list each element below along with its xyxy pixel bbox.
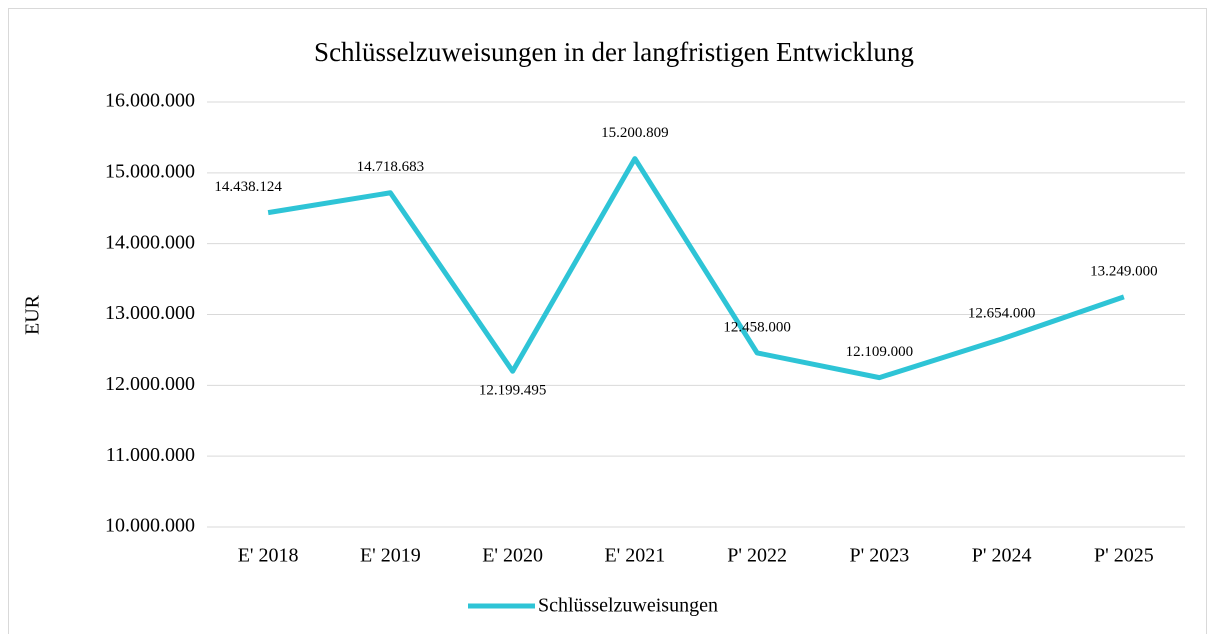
data-label: 15.200.809 — [601, 125, 669, 141]
y-tick-label: 11.000.000 — [106, 444, 195, 466]
x-tick-label: E' 2021 — [604, 545, 665, 567]
legend-label: Schlüsselzuweisungen — [538, 595, 718, 617]
data-label: 12.199.495 — [479, 383, 547, 399]
x-tick-label: P' 2022 — [727, 545, 787, 567]
y-tick-label: 12.000.000 — [105, 373, 195, 395]
x-tick-label: P' 2024 — [972, 545, 1032, 567]
x-tick-label: E' 2019 — [360, 545, 421, 567]
y-tick-label: 13.000.000 — [105, 302, 195, 324]
chart-title: Schlüsselzuweisungen in der langfristige… — [314, 37, 914, 67]
line — [267, 156, 1125, 381]
x-tick-label: E' 2018 — [238, 545, 299, 567]
y-tick-label: 15.000.000 — [105, 160, 195, 182]
data-label: 14.438.124 — [214, 179, 282, 195]
data-label: 12.654.000 — [968, 305, 1036, 321]
y-tick-label: 16.000.000 — [105, 90, 195, 112]
data-label: 13.249.000 — [1090, 263, 1158, 279]
x-tick-label: P' 2023 — [850, 545, 910, 567]
y-axis-label: EUR — [22, 294, 44, 335]
data-label: 14.718.683 — [357, 159, 425, 175]
y-tick-label: 10.000.000 — [105, 515, 195, 537]
x-tick-label: P' 2025 — [1094, 545, 1154, 567]
chart-border — [8, 8, 1207, 634]
x-tick-label: E' 2020 — [482, 545, 543, 567]
y-tick-label: 14.000.000 — [105, 231, 195, 253]
data-label: 12.458.000 — [723, 319, 791, 335]
data-label: 12.109.000 — [846, 344, 914, 360]
